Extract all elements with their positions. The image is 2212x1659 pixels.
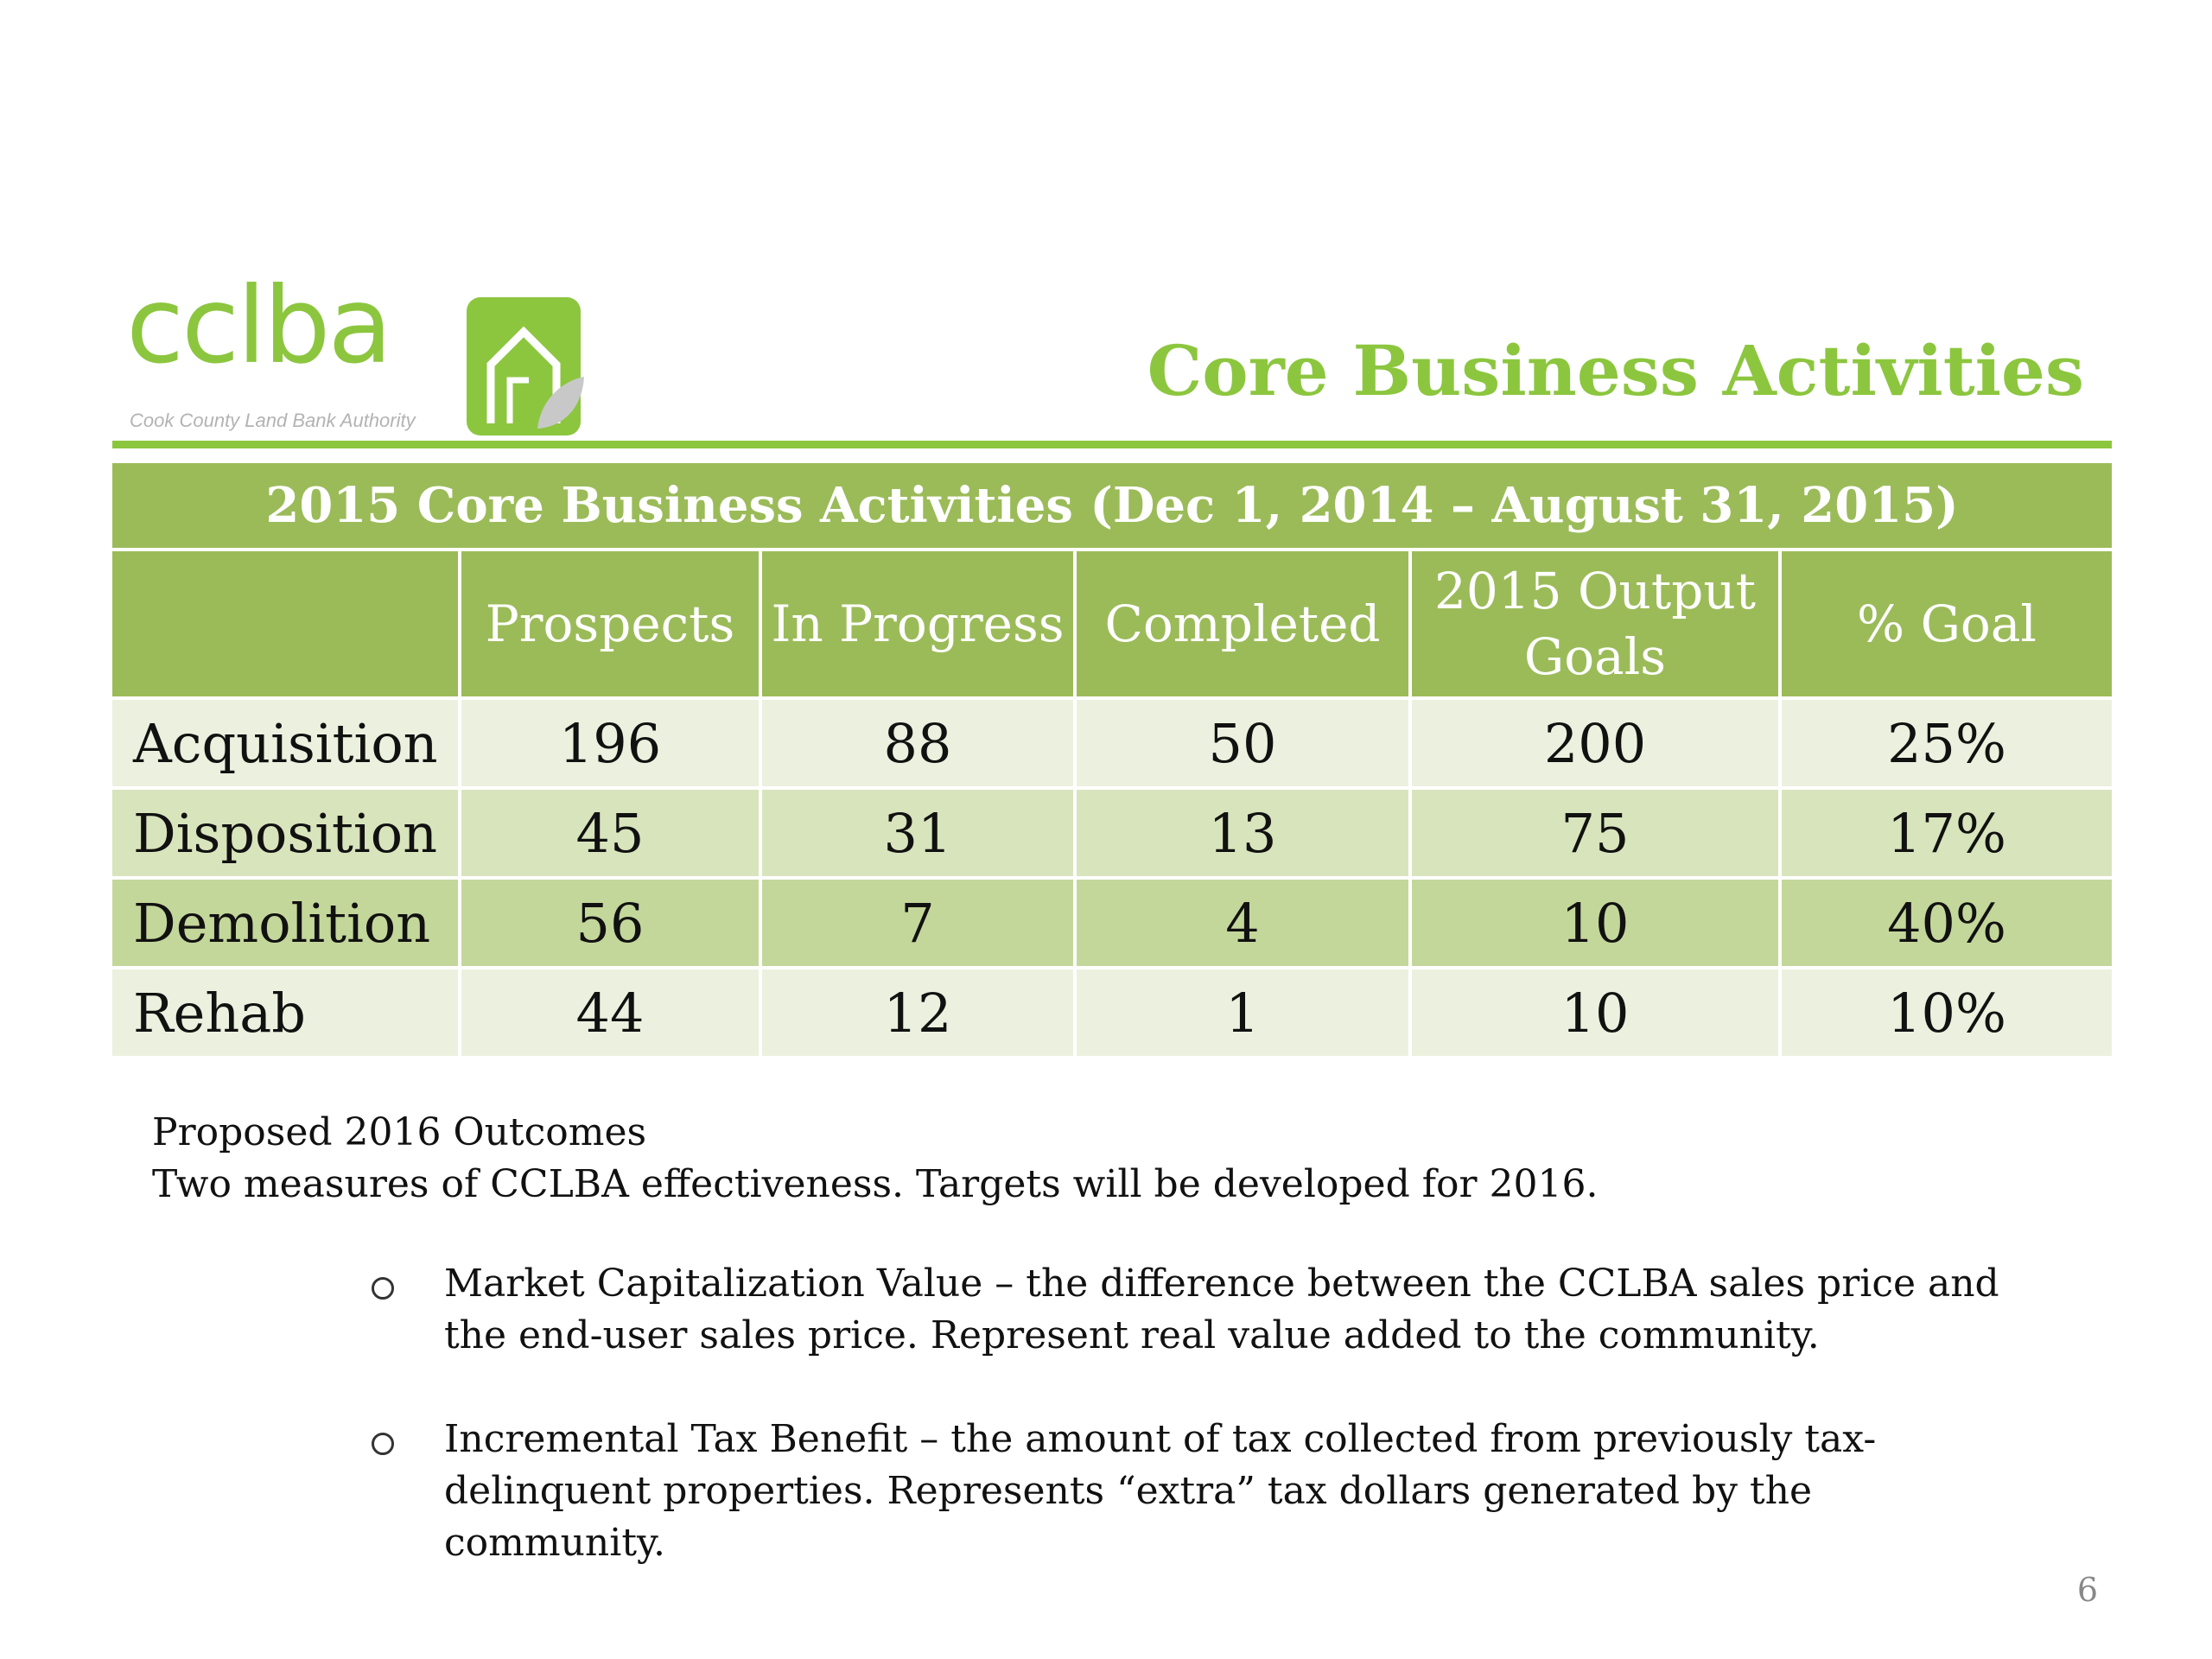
cell-pct-goal: 25% xyxy=(1782,700,2113,790)
title-divider xyxy=(112,441,2112,448)
cell-prospects: 196 xyxy=(461,700,762,790)
list-item: Market Capitalization Value – the differ… xyxy=(372,1258,2013,1362)
cell-completed: 1 xyxy=(1077,969,1412,1059)
cell-goals: 10 xyxy=(1412,880,1782,969)
bullet-text: Market Capitalization Value – the differ… xyxy=(444,1262,1999,1357)
table-row: Disposition 45 31 13 75 17% xyxy=(112,790,2113,880)
row-label: Disposition xyxy=(112,790,461,880)
cell-prospects: 45 xyxy=(461,790,762,880)
cell-completed: 13 xyxy=(1077,790,1412,880)
header-blank xyxy=(112,551,461,700)
header-completed: Completed xyxy=(1077,551,1412,700)
cell-in-progress: 12 xyxy=(762,969,1077,1059)
table-caption: 2015 Core Business Activities (Dec 1, 20… xyxy=(112,463,2113,551)
list-item: Incremental Tax Benefit – the amount of … xyxy=(372,1414,2013,1569)
row-label: Rehab xyxy=(112,969,461,1059)
table-row: Acquisition 196 88 50 200 25% xyxy=(112,700,2113,790)
bullet-text: Incremental Tax Benefit – the amount of … xyxy=(444,1417,1877,1565)
header-in-progress: In Progress xyxy=(762,551,1077,700)
table-row: Demolition 56 7 4 10 40% xyxy=(112,880,2113,969)
cell-in-progress: 31 xyxy=(762,790,1077,880)
cell-pct-goal: 40% xyxy=(1782,880,2113,969)
cell-pct-goal: 10% xyxy=(1782,969,2113,1059)
cell-in-progress: 88 xyxy=(762,700,1077,790)
outcomes-intro: Two measures of CCLBA effectiveness. Tar… xyxy=(152,1162,1599,1206)
cell-completed: 50 xyxy=(1077,700,1412,790)
cell-in-progress: 7 xyxy=(762,880,1077,969)
outcomes-bullet-list: Market Capitalization Value – the differ… xyxy=(372,1258,2013,1621)
logo-wordmark: cclba xyxy=(126,264,392,387)
slide-title: Core Business Activities xyxy=(1147,330,2084,411)
cclba-logo: cclba Cook County Land Bank Authority xyxy=(121,273,631,446)
page-number: 6 xyxy=(2076,1571,2098,1609)
outcomes-heading: Proposed 2016 Outcomes xyxy=(152,1110,647,1154)
house-leaf-icon xyxy=(467,297,584,435)
table-header-row: Prospects In Progress Completed 2015 Out… xyxy=(112,551,2113,700)
table-row: Rehab 44 12 1 10 10% xyxy=(112,969,2113,1059)
table-caption-row: 2015 Core Business Activities (Dec 1, 20… xyxy=(112,463,2113,551)
cell-goals: 75 xyxy=(1412,790,1782,880)
row-label: Acquisition xyxy=(112,700,461,790)
cell-prospects: 56 xyxy=(461,880,762,969)
bullet-circle-icon xyxy=(372,1277,394,1300)
cell-goals: 200 xyxy=(1412,700,1782,790)
cell-pct-goal: 17% xyxy=(1782,790,2113,880)
row-label: Demolition xyxy=(112,880,461,969)
core-activities-table: 2015 Core Business Activities (Dec 1, 20… xyxy=(112,463,2113,1059)
cell-prospects: 44 xyxy=(461,969,762,1059)
header-prospects: Prospects xyxy=(461,551,762,700)
header-pct-goal: % Goal xyxy=(1782,551,2113,700)
logo-tagline: Cook County Land Bank Authority xyxy=(130,410,416,431)
cell-goals: 10 xyxy=(1412,969,1782,1059)
header-output-goals: 2015 Output Goals xyxy=(1412,551,1782,700)
cell-completed: 4 xyxy=(1077,880,1412,969)
bullet-circle-icon xyxy=(372,1433,394,1455)
